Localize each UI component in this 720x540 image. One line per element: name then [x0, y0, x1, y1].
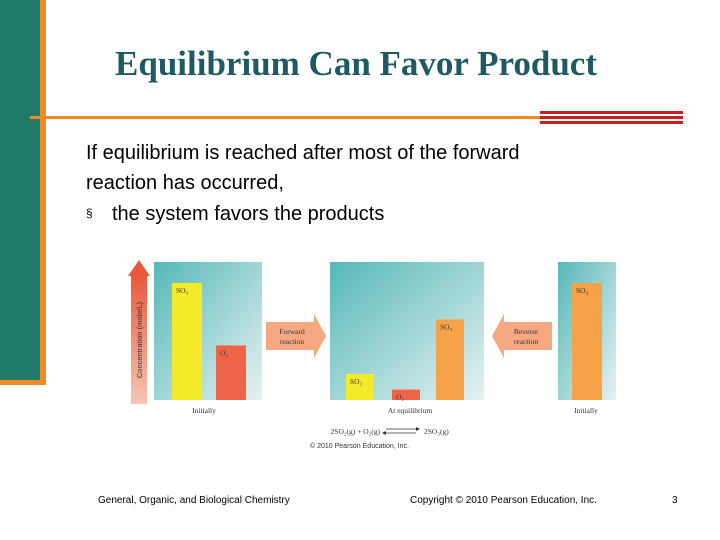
- forward-arrow-label-1: Forward: [279, 327, 305, 336]
- bar-label-left-0: SO₃: [176, 286, 189, 295]
- y-axis-label: Concentration (mole/L): [135, 301, 144, 378]
- bar-label-middle-2: SO₃: [440, 322, 453, 331]
- equation-left: 2SO₂(g) + O₂(g): [331, 427, 381, 436]
- page-number: 3: [672, 495, 678, 506]
- left-accent-bar: [0, 0, 46, 380]
- left-accent-bottom: [0, 380, 46, 385]
- bar-label-right-0: SO₃: [576, 286, 589, 295]
- body-line-2: reaction has occurred,: [86, 172, 284, 194]
- caption-middle: At equilibrium: [388, 406, 433, 415]
- bar-middle-1: [392, 389, 420, 400]
- bar-middle-0: [346, 374, 374, 400]
- reverse-reaction-arrow: [492, 314, 552, 358]
- reverse-arrow-label-2: reaction: [514, 337, 538, 346]
- bar-left-0: [172, 283, 202, 400]
- title-rule-stripes: [540, 111, 683, 126]
- body-line-1: If equilibrium is reached after most of …: [86, 142, 520, 164]
- bar-label-middle-1: O₂: [396, 393, 404, 402]
- title-rule: [30, 116, 542, 119]
- equation-right: 2SO₃(g): [424, 427, 449, 436]
- forward-arrow-label-2: reaction: [280, 337, 304, 346]
- equilibrium-figure: Concentration (mole/L) SO₃O₂SO₂O₂SO₃SO₃ …: [128, 260, 616, 450]
- y-axis-arrow-shaft: [131, 276, 147, 404]
- bar-left-1: [216, 345, 246, 400]
- caption-left: Initially: [192, 406, 216, 415]
- slide-title: Equilibrium Can Favor Product: [115, 44, 597, 83]
- footer-copyright: Copyright © 2010 Pearson Education, Inc.: [410, 495, 597, 506]
- left-accent-edge: [40, 0, 46, 380]
- equilibrium-arrows-icon: [382, 427, 420, 435]
- bullet-item: § the system favors the products: [86, 198, 686, 229]
- reverse-arrow-label-1: Reverse: [514, 327, 539, 336]
- footer-course: General, Organic, and Biological Chemist…: [98, 495, 290, 506]
- bar-label-left-1: O₂: [220, 348, 228, 357]
- bullet-symbol: §: [86, 206, 93, 220]
- bar-middle-2: [436, 319, 464, 400]
- bar-right-0: [572, 283, 602, 400]
- caption-right: Initially: [574, 406, 598, 415]
- bar-label-middle-0: SO₂: [350, 377, 363, 386]
- slide-body: If equilibrium is reached after most of …: [86, 138, 686, 229]
- forward-reaction-arrow: [266, 314, 326, 358]
- figure-copyright: © 2010 Pearson Education, Inc.: [310, 442, 409, 450]
- y-axis-arrowhead: [128, 260, 150, 276]
- bullet-text: the system favors the products: [112, 203, 385, 225]
